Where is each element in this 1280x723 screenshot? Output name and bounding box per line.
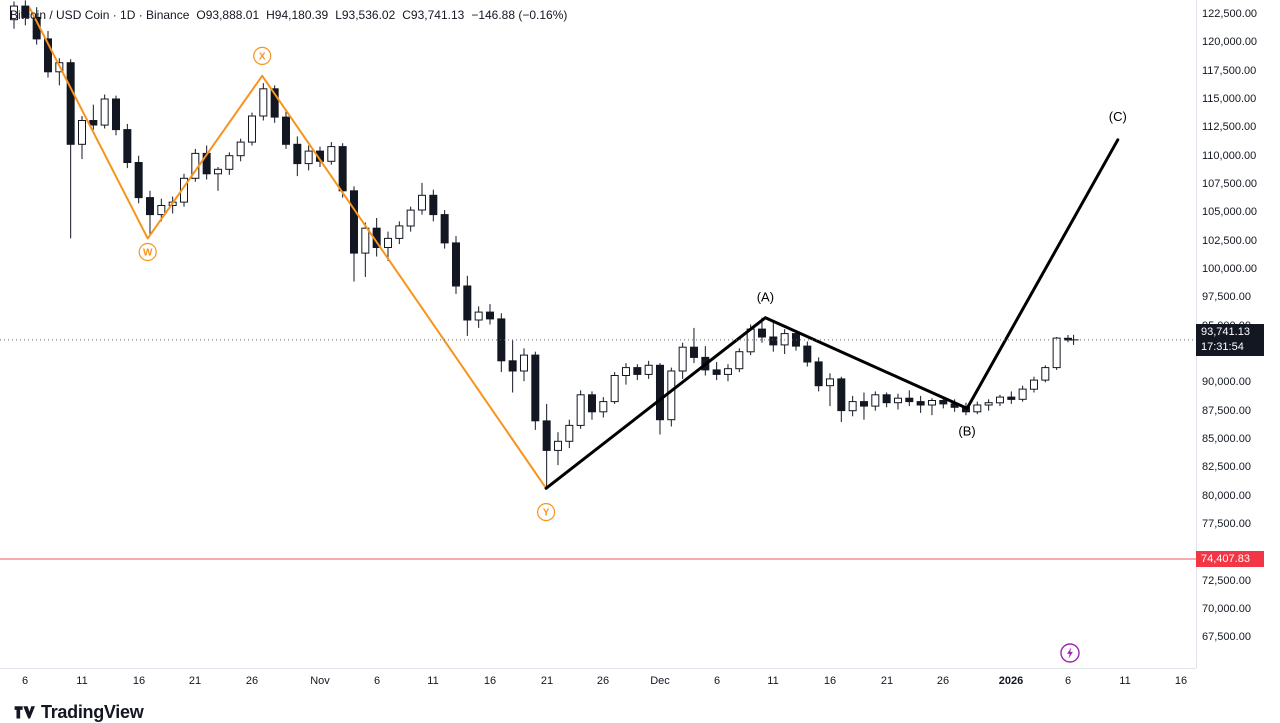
ohlc-close: C93,741.13: [402, 8, 465, 22]
price-axis-label: 90,000.00: [1202, 376, 1251, 388]
time-axis-label: 26: [596, 675, 610, 687]
wave-abc[interactable]: (A) (B) (C): [544, 109, 1127, 490]
last-price-label: 93,741.13 17:31:54: [1196, 323, 1264, 356]
tradingview-logo-icon: [14, 705, 35, 719]
time-axis-label: Nov: [310, 675, 330, 687]
price-axis-label: 72,500.00: [1202, 575, 1251, 587]
time-axis-label: 6: [1064, 675, 1072, 687]
ohlc-open: O93,888.01: [196, 8, 260, 22]
time-axis-label: 2026: [998, 675, 1024, 687]
price-axis-label: 105,000.00: [1202, 206, 1258, 218]
svg-text:X: X: [259, 51, 266, 62]
price-axis-label: 110,000.00: [1202, 150, 1257, 162]
price-axis-label: 80,000.00: [1202, 490, 1251, 502]
svg-text:(A): (A): [757, 289, 774, 304]
candlestick-chart[interactable]: W X Y (A) (B) (C): [0, 0, 1196, 668]
time-axis[interactable]: 6 11 16 21 26 Nov 6 11 16 21 26 Dec 6 11 16 21 26 2026 6 11…: [0, 668, 1196, 720]
ohlc-high: H94,180.39: [266, 8, 329, 22]
price-axis-label: 120,000.00: [1202, 36, 1258, 48]
time-axis-label: 11: [76, 675, 88, 687]
time-axis-label: 6: [373, 675, 381, 687]
svg-text:(C): (C): [1109, 109, 1127, 124]
price-axis-label: 97,500.00: [1202, 291, 1251, 303]
time-axis-label: 11: [767, 675, 779, 687]
symbol-legend[interactable]: Bitcoin / USD Coin · 1D · Binance O93,88…: [10, 8, 567, 22]
price-axis-label: 67,500.00: [1202, 631, 1251, 643]
wave-wxy[interactable]: W X Y: [28, 7, 556, 522]
price-axis-label: 77,500.00: [1202, 518, 1251, 530]
svg-text:Y: Y: [543, 508, 550, 519]
time-axis-label: Dec: [650, 675, 670, 687]
time-axis-label: 21: [188, 675, 202, 687]
price-axis-label: 70,000.00: [1202, 603, 1251, 615]
svg-text:W: W: [143, 248, 153, 259]
time-axis-label: 11: [427, 675, 439, 687]
tradingview-logo[interactable]: TradingView: [14, 702, 144, 723]
time-axis-label: 16: [1174, 675, 1188, 687]
time-axis-label: 16: [132, 675, 146, 687]
price-axis-label: 122,500.00: [1202, 8, 1258, 20]
price-axis-label: 117,500.00: [1202, 65, 1257, 77]
price-axis-label: 100,000.00: [1202, 263, 1258, 275]
plus-marker: [1068, 334, 1079, 345]
time-axis-label: 26: [936, 675, 950, 687]
time-axis-label: 16: [823, 675, 837, 687]
candlestick-series: [10, 0, 1072, 489]
ohlc-low: L93,536.02: [335, 8, 396, 22]
time-axis-label: 21: [880, 675, 894, 687]
logo-text: TradingView: [41, 702, 144, 722]
price-axis-label: 115,000.00: [1202, 93, 1257, 105]
ohlc-change: −146.88 (−0.16%): [471, 8, 568, 22]
time-axis-label: 16: [483, 675, 497, 687]
time-axis-label: 11: [1119, 675, 1131, 687]
symbol-title[interactable]: Bitcoin / USD Coin · 1D · Binance: [10, 8, 190, 22]
chart-plot-area[interactable]: W X Y (A) (B) (C): [0, 0, 1196, 668]
price-axis-label: 85,000.00: [1202, 433, 1251, 445]
price-axis-label: 107,500.00: [1202, 178, 1258, 190]
last-price-value: 93,741.13: [1201, 325, 1250, 338]
svg-text:(B): (B): [958, 424, 975, 439]
time-axis-label: 26: [245, 675, 259, 687]
price-axis-label: 87,500.00: [1202, 405, 1251, 417]
lightning-event-icon[interactable]: [1059, 642, 1081, 664]
lightning-icon: [1060, 643, 1080, 663]
price-axis-label: 102,500.00: [1202, 235, 1258, 247]
time-axis-label: 21: [540, 675, 554, 687]
alert-price-label[interactable]: 74,407.83: [1196, 551, 1264, 568]
time-axis-label: 6: [713, 675, 721, 687]
price-axis-label: 82,500.00: [1202, 461, 1251, 473]
price-axis-label: 112,500.00: [1202, 121, 1257, 133]
time-axis-label: 6: [21, 675, 29, 687]
bar-countdown-timer: 17:31:54: [1201, 340, 1244, 353]
